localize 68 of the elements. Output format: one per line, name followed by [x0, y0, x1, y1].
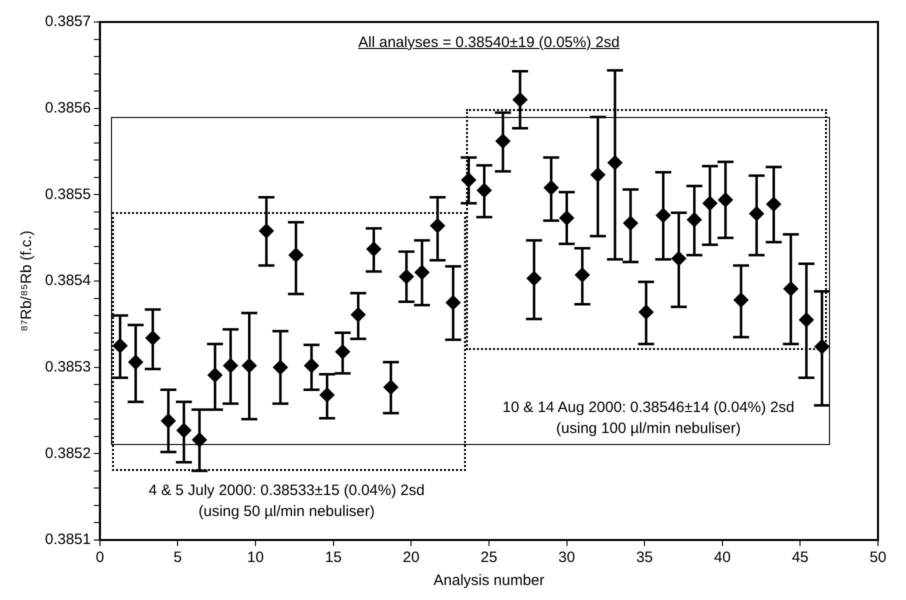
x-tick-label: 25 — [480, 549, 498, 566]
point — [783, 281, 798, 296]
point — [766, 196, 782, 212]
point — [446, 295, 461, 310]
point — [320, 387, 335, 402]
point — [366, 242, 382, 257]
annotation: (using 50 µl/min nebuliser) — [198, 502, 375, 520]
point — [145, 330, 160, 346]
y-tick-label: 0.3851 — [44, 531, 91, 548]
point — [350, 307, 366, 322]
point — [656, 208, 671, 223]
y-tick-label: 0.3852 — [44, 444, 91, 462]
point — [288, 248, 304, 263]
y-axis-title: ⁸⁷Rb/⁸⁵Rb (f.c.) — [18, 230, 36, 332]
x-tick-label: 40 — [714, 549, 731, 566]
point — [590, 167, 606, 182]
annotation: 4 & 5 July 2000: 0.38533±15 (0.04%) 2sd — [148, 482, 425, 500]
x-tick-label: 0 — [96, 549, 104, 566]
x-tick-label: 5 — [174, 549, 182, 566]
point — [526, 270, 542, 286]
point — [718, 192, 733, 208]
point — [398, 269, 414, 284]
annotation: (using 100 µl/min nebuliser) — [556, 420, 741, 438]
x-tick-label: 35 — [636, 549, 653, 566]
point — [798, 312, 814, 328]
point — [258, 223, 274, 238]
point — [304, 358, 320, 374]
y-tick-label: 0.3855 — [44, 186, 91, 203]
point — [638, 304, 654, 320]
x-tick-label: 45 — [792, 549, 809, 566]
y-tick-label: 0.3856 — [44, 99, 91, 116]
point — [623, 216, 638, 231]
point — [686, 212, 702, 228]
point — [383, 380, 398, 395]
x-tick-label: 20 — [402, 549, 420, 566]
point — [272, 360, 288, 375]
point — [544, 180, 559, 196]
point — [242, 358, 257, 374]
point — [734, 292, 749, 308]
point — [495, 134, 510, 149]
point — [430, 218, 446, 234]
point — [208, 368, 223, 383]
point — [512, 92, 528, 108]
point — [671, 251, 686, 266]
annotation: All analyses = 0.38540±19 (0.05%) 2sd — [358, 34, 620, 52]
point — [476, 182, 492, 198]
point — [607, 155, 622, 170]
point — [160, 413, 176, 428]
point — [702, 196, 718, 211]
x-tick-label: 10 — [247, 549, 264, 566]
point — [749, 206, 764, 222]
point — [112, 338, 128, 354]
annotation: 10 & 14 Aug 2000: 0.38546±14 (0.04%) 2sd — [502, 398, 794, 417]
y-tick-label: 0.3853 — [44, 358, 91, 376]
point — [574, 267, 590, 282]
point — [559, 210, 574, 226]
x-tick-label: 15 — [324, 549, 342, 566]
point — [192, 432, 207, 448]
x-tick-label: 50 — [870, 549, 886, 566]
point — [223, 358, 238, 374]
point — [335, 344, 350, 360]
x-axis-title: Analysis number — [433, 572, 544, 590]
point — [176, 422, 192, 438]
point — [128, 354, 144, 370]
y-tick-label: 0.3854 — [44, 272, 91, 290]
x-tick-label: 30 — [558, 549, 576, 566]
y-tick-label: 0.3857 — [44, 13, 91, 30]
point — [414, 264, 430, 280]
